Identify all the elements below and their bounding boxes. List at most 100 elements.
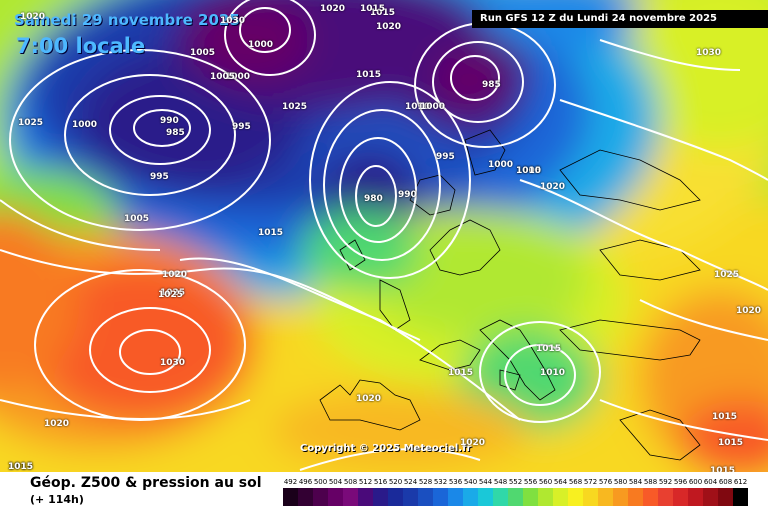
pressure-label: 1015: [448, 368, 474, 378]
pressure-label: 1030: [160, 358, 186, 368]
pressure-label: 995: [436, 152, 455, 162]
legend-swatch: [343, 488, 358, 506]
legend-value: 576: [599, 478, 613, 486]
legend-value: 492: [284, 478, 297, 486]
legend-swatch: [358, 488, 373, 506]
legend-swatch: [388, 488, 403, 506]
weather-map: Samedi 29 novembre 2025 7:00 locale Run …: [0, 0, 768, 472]
pressure-label: 1015: [710, 466, 736, 472]
legend-swatch: [373, 488, 388, 506]
legend-value: 568: [569, 478, 582, 486]
pressure-label: 1010: [405, 102, 431, 112]
legend-swatch: [508, 488, 523, 506]
legend-value: 524: [404, 478, 418, 486]
pressure-label: 1020: [460, 438, 486, 448]
legend-swatch: [298, 488, 313, 506]
legend-value: 500: [314, 478, 327, 486]
legend-swatch: [478, 488, 493, 506]
legend-swatch: [643, 488, 658, 506]
pressure-label: 1000: [72, 120, 98, 130]
legend-value: 516: [374, 478, 388, 486]
pressure-label: 1020: [20, 12, 46, 22]
legend-value: 512: [359, 478, 372, 486]
map-canvas: [0, 0, 768, 472]
pressure-label: 1020: [736, 306, 762, 316]
legend-value: 536: [449, 478, 463, 486]
legend-value: 612: [734, 478, 747, 486]
legend-value: 580: [614, 478, 627, 486]
legend-value: 564: [554, 478, 568, 486]
map-title: Géop. Z500 & pression au sol: [30, 475, 262, 491]
pressure-label: 1015: [360, 4, 386, 14]
legend-swatch: [688, 488, 703, 506]
legend-value: 560: [539, 478, 552, 486]
legend-value: 552: [509, 478, 522, 486]
pressure-label: 1005: [124, 214, 150, 224]
legend-value: 528: [419, 478, 432, 486]
pressure-label: 1020: [540, 182, 566, 192]
legend-value: 548: [494, 478, 507, 486]
legend-value: 592: [659, 478, 672, 486]
legend-value: 508: [344, 478, 357, 486]
pressure-label: 1020: [44, 419, 70, 429]
legend-swatch: [493, 488, 508, 506]
legend-value: 600: [689, 478, 702, 486]
legend-swatch: [583, 488, 598, 506]
forecast-date: Samedi 29 novembre 2025: [14, 11, 240, 29]
pressure-label: 990: [160, 116, 179, 126]
legend-value: 544: [479, 478, 493, 486]
pressure-label: 1020: [162, 270, 188, 280]
pressure-label: 1005: [190, 48, 216, 58]
pressure-label: 990: [398, 190, 417, 200]
legend-swatch: [283, 488, 298, 506]
legend-swatch: [703, 488, 718, 506]
pressure-label: 1010: [516, 166, 542, 176]
pressure-label: 1025: [158, 290, 184, 300]
pressure-label: 1000: [420, 102, 446, 112]
pressure-label: 995: [150, 172, 169, 182]
legend-value: 496: [299, 478, 313, 486]
legend-swatch: [448, 488, 463, 506]
pressure-label: 1015: [356, 70, 382, 80]
pressure-label: 1015: [718, 438, 744, 448]
legend-swatch: [673, 488, 688, 506]
legend-swatch: [553, 488, 568, 506]
pressure-label: 995: [232, 122, 251, 132]
color-legend: 492 496 500 504 508 512 516 520 524 528 532 536 540 5…: [283, 478, 748, 506]
geopotential-field: [0, 0, 768, 472]
legend-value: 572: [584, 478, 597, 486]
legend-swatch: [418, 488, 433, 506]
legend-swatch: [313, 488, 328, 506]
run-banner: Run GFS 12 Z du Lundi 24 novembre 2025: [472, 10, 768, 28]
legend-swatch: [718, 488, 733, 506]
pressure-label: 1015: [712, 412, 738, 422]
pressure-label: 1020: [320, 4, 346, 14]
pressure-label: 985: [166, 128, 185, 138]
legend-value: 556: [524, 478, 538, 486]
isobars: [0, 0, 768, 470]
pressure-label: 1015: [8, 462, 34, 472]
legend-swatch: [433, 488, 448, 506]
legend-swatch: [403, 488, 418, 506]
footer: Géop. Z500 & pression au sol (+ 114h) 49…: [0, 472, 768, 512]
pressure-label: 1030: [220, 16, 246, 26]
legend-value: 604: [704, 478, 718, 486]
pressure-label: 1025: [160, 288, 186, 298]
forecast-time: 7:00 locale: [16, 34, 146, 58]
pressure-label: 1000: [225, 72, 251, 82]
pressure-label: 1020: [356, 394, 382, 404]
pressure-label: 980: [364, 194, 383, 204]
pressure-label: 1020: [376, 22, 402, 32]
pressure-label: 1000: [488, 160, 514, 170]
pressure-label: 1025: [714, 270, 740, 280]
legend-swatch: [733, 488, 748, 506]
legend-swatch: [463, 488, 478, 506]
pressure-label: 1005: [210, 72, 236, 82]
pressure-label: 1015: [370, 8, 396, 18]
pressure-label: 1010: [540, 368, 566, 378]
legend-swatch: [613, 488, 628, 506]
copyright-label: Copyright © 2025 Meteociel.fr: [300, 443, 472, 454]
legend-swatch: [598, 488, 613, 506]
legend-swatch: [328, 488, 343, 506]
legend-swatch: [568, 488, 583, 506]
